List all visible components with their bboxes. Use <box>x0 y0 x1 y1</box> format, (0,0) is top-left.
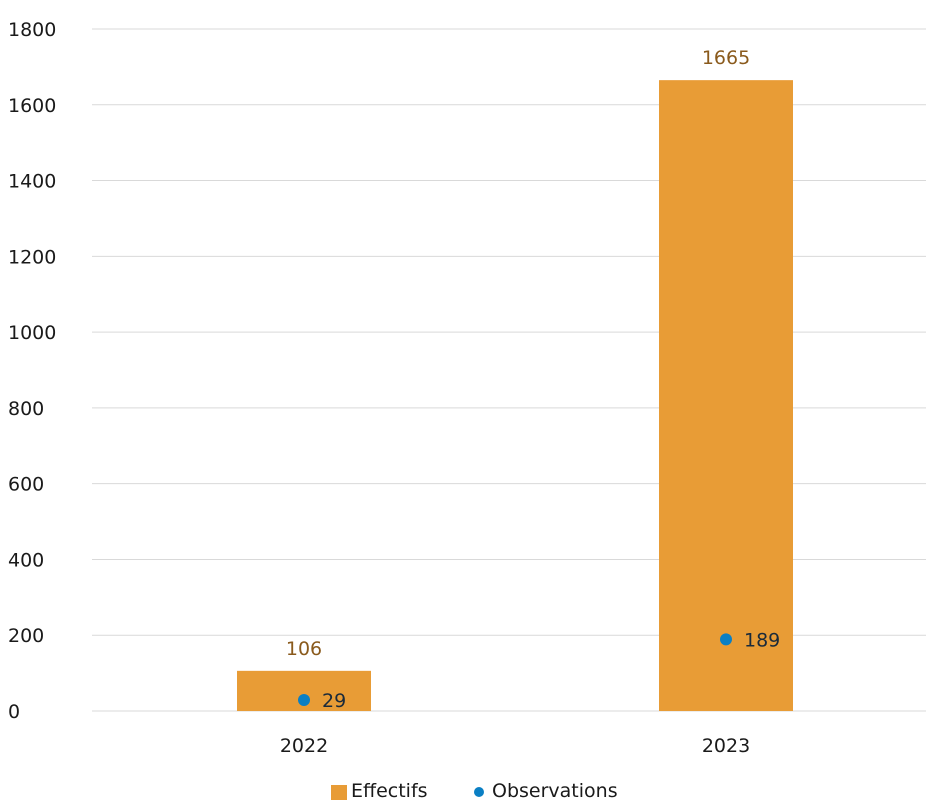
bar-value-label-2023: 1665 <box>702 47 750 69</box>
legend-label-effectifs: Effectifs <box>351 780 428 802</box>
observation-value-label-2022: 29 <box>322 690 346 712</box>
observation-point-2022 <box>298 694 310 707</box>
bar-value-label-2022: 106 <box>286 638 322 660</box>
x-tick-labels: 2022 2023 <box>280 735 750 757</box>
y-tick-label-400: 400 <box>8 549 44 571</box>
y-tick-label-1600: 1600 <box>8 95 56 117</box>
legend-swatch-effectifs <box>331 785 347 800</box>
y-tick-label-1000: 1000 <box>8 322 56 344</box>
grid-lines <box>92 28 926 712</box>
y-tick-label-600: 600 <box>8 474 44 496</box>
bars <box>237 80 793 711</box>
y-tick-label-800: 800 <box>8 398 44 420</box>
bar-effectifs-2023 <box>659 80 793 711</box>
observation-points <box>298 633 732 707</box>
y-tick-labels: 0 200 400 600 800 1000 1200 1400 1600 1800 <box>8 19 56 723</box>
legend-swatch-observations <box>474 787 484 797</box>
observation-value-labels: 29 189 <box>322 629 780 712</box>
observation-value-label-2023: 189 <box>744 629 780 651</box>
y-tick-label-1400: 1400 <box>8 171 56 193</box>
y-tick-label-0: 0 <box>8 701 20 723</box>
y-tick-label-200: 200 <box>8 625 44 647</box>
legend: Effectifs Observations <box>331 780 618 802</box>
y-tick-label-1200: 1200 <box>8 246 56 268</box>
x-tick-label-2022: 2022 <box>280 735 328 757</box>
y-tick-label-1800: 1800 <box>8 19 56 41</box>
x-tick-label-2023: 2023 <box>702 735 750 757</box>
legend-label-observations: Observations <box>492 780 618 802</box>
observation-point-2023 <box>720 633 732 646</box>
bar-value-labels: 106 1665 <box>286 47 750 660</box>
